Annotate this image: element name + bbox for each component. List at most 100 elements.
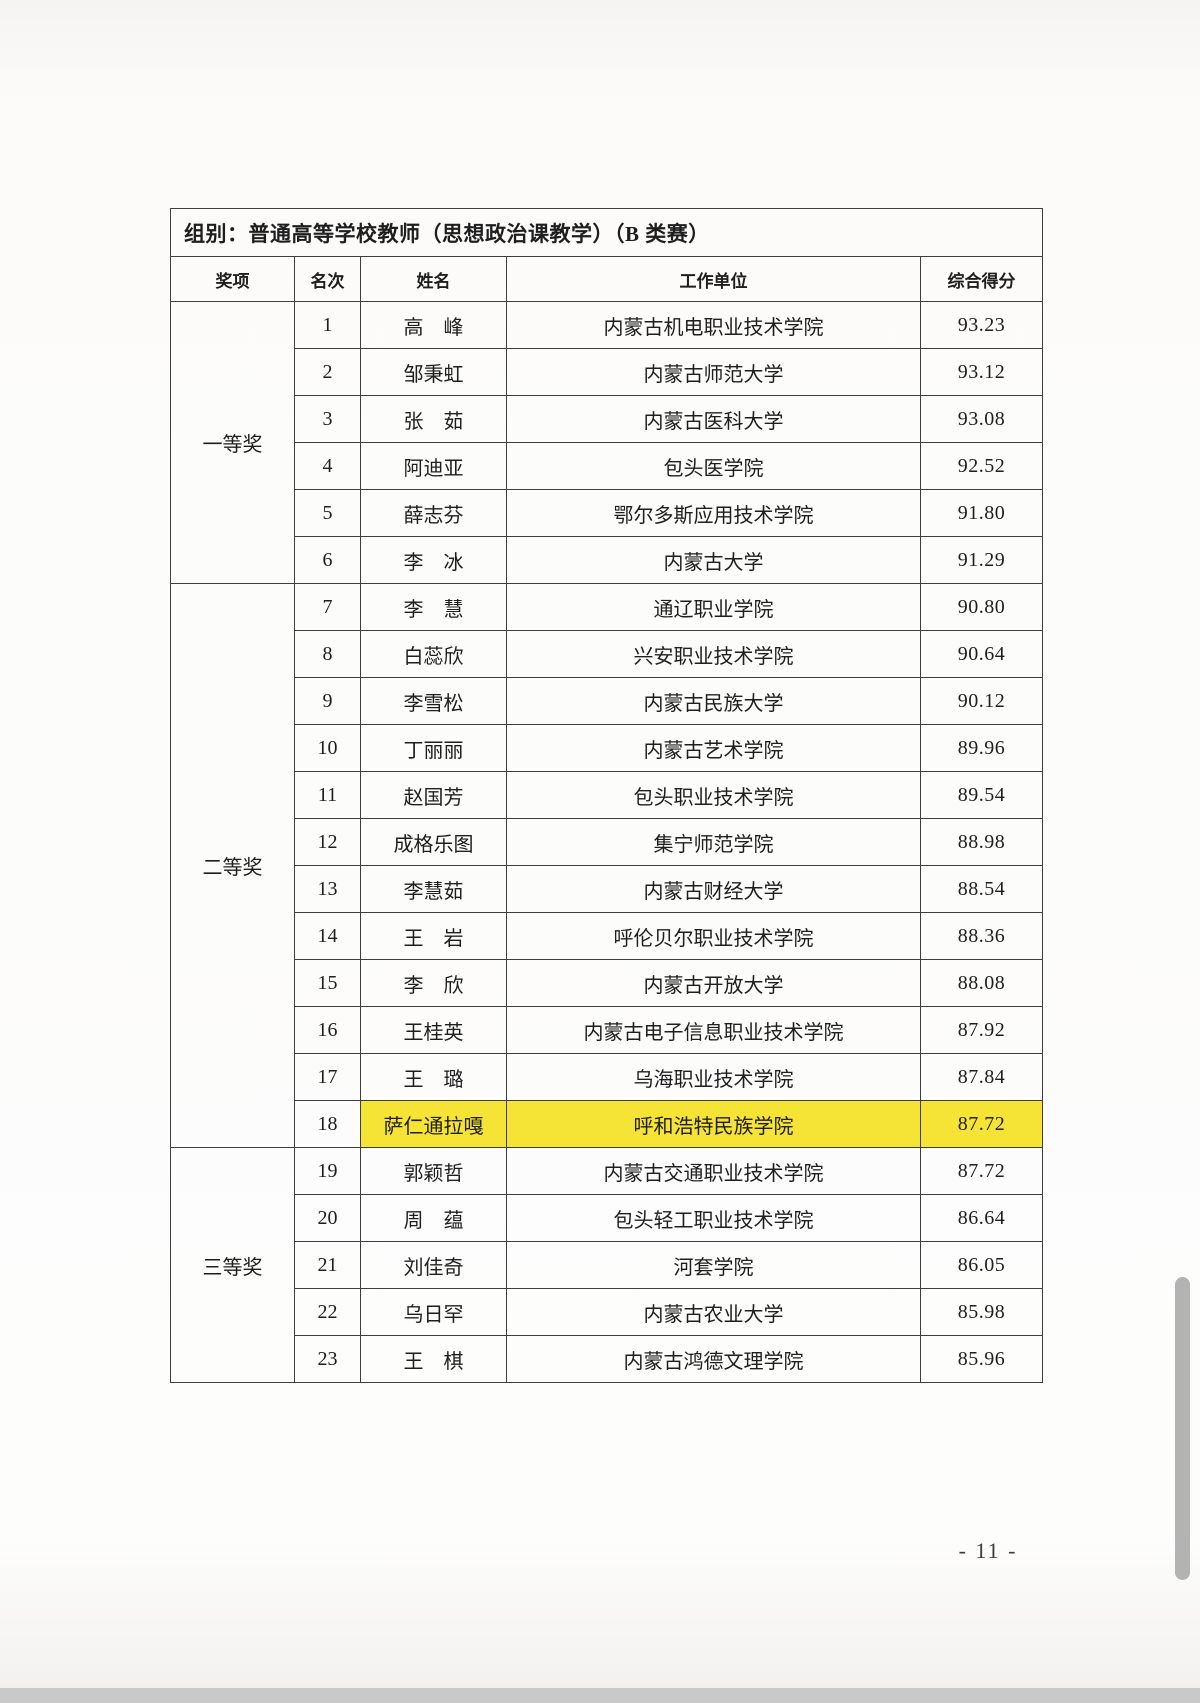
bottom-edge-strip: [0, 1688, 1200, 1703]
unit-value: 内蒙古民族大学: [506, 677, 921, 725]
rank-value: 20: [294, 1194, 361, 1242]
rank-value: 1: [294, 301, 361, 349]
rank-value: 12: [294, 818, 361, 866]
score-value: 86.05: [920, 1241, 1043, 1289]
unit-value: 内蒙古交通职业技术学院: [506, 1147, 921, 1195]
table-title-row: 组别：普通高等学校教师（思想政治课教学）（B 类赛）: [170, 208, 1043, 257]
name-value: 李 慧: [360, 583, 507, 631]
rank-value: 8: [294, 630, 361, 678]
unit-value: 内蒙古医科大学: [506, 395, 921, 443]
table-row: 15 李 欣内蒙古开放大学 88.08: [171, 959, 1043, 1007]
score-value: 85.96: [920, 1335, 1043, 1383]
unit-value: 兴安职业技术学院: [506, 630, 921, 678]
table-row: 5 薛志芬 鄂尔多斯应用技术学院 91.80: [171, 489, 1043, 537]
name-value: 张 茹: [360, 395, 507, 443]
rank-value: 14: [294, 912, 361, 960]
name-value: 李慧茹: [360, 865, 507, 913]
column-header-unit: 工作单位: [506, 256, 921, 302]
score-value: 88.98: [920, 818, 1043, 866]
award-results-table: 组别：普通高等学校教师（思想政治课教学）（B 类赛） 奖项 名次 姓名 工作单位…: [170, 208, 1043, 1383]
unit-value: 通辽职业学院: [506, 583, 921, 631]
name-value: 李 冰: [360, 536, 507, 584]
unit-value: 内蒙古师范大学: [506, 348, 921, 396]
unit-value: 内蒙古农业大学: [506, 1288, 921, 1336]
scrollbar-thumb[interactable]: [1175, 1277, 1190, 1580]
score-value: 87.72: [920, 1147, 1043, 1195]
unit-value: 内蒙古开放大学: [506, 959, 921, 1007]
rank-value: 2: [294, 348, 361, 396]
name-value: 王 璐: [360, 1053, 507, 1101]
rank-value: 13: [294, 865, 361, 913]
table-body: 一等奖 1 高 峰内蒙古机电职业技术学院 93.23 2 邹秉虹 内蒙古师范大学 93.12 3…: [170, 301, 1043, 1383]
score-value: 91.80: [920, 489, 1043, 537]
name-value: 刘佳奇: [360, 1241, 507, 1289]
name-value: 赵国芳: [360, 771, 507, 819]
table-row: 2 邹秉虹 内蒙古师范大学 93.12: [171, 348, 1043, 396]
table-row: 9 李雪松 内蒙古民族大学 90.12: [171, 677, 1043, 725]
table-row: 16 王桂英 内蒙古电子信息职业技术学院 87.92: [171, 1006, 1043, 1054]
table-row: 14 王 岩呼伦贝尔职业技术学院 88.36: [171, 912, 1043, 960]
name-value: 李 欣: [360, 959, 507, 1007]
table-row: 一等奖 1 高 峰内蒙古机电职业技术学院 93.23: [170, 301, 1043, 584]
name-value: 白蕊欣: [360, 630, 507, 678]
rank-value: 23: [294, 1335, 361, 1383]
rank-value: 4: [294, 442, 361, 490]
rank-value: 6: [294, 536, 361, 584]
page-number: - 11 -: [958, 1538, 1018, 1563]
score-value: 90.64: [920, 630, 1043, 678]
rank-value: 3: [294, 395, 361, 443]
name-value: 薛志芬: [360, 489, 507, 537]
rank-value: 16: [294, 1006, 361, 1054]
award-group-label: 三等奖: [170, 1147, 295, 1383]
column-header-name: 姓名: [360, 256, 507, 302]
name-value: 乌日罕: [360, 1288, 507, 1336]
table-row: 17 王 璐乌海职业技术学院 87.84: [171, 1053, 1043, 1101]
unit-value: 包头职业技术学院: [506, 771, 921, 819]
table-row: 21 刘佳奇 河套学院 86.05: [171, 1241, 1043, 1289]
column-header-award: 奖项: [170, 256, 295, 302]
award-group-label: 一等奖: [170, 301, 295, 584]
unit-value: 乌海职业技术学院: [506, 1053, 921, 1101]
unit-value: 内蒙古财经大学: [506, 865, 921, 913]
table-row: 8 白蕊欣 兴安职业技术学院 90.64: [171, 630, 1043, 678]
table-row: 4 阿迪亚 包头医学院 92.52: [171, 442, 1043, 490]
rank-value: 22: [294, 1288, 361, 1336]
rank-value: 21: [294, 1241, 361, 1289]
score-value: 86.64: [920, 1194, 1043, 1242]
unit-value: 包头医学院: [506, 442, 921, 490]
unit-value: 鄂尔多斯应用技术学院: [506, 489, 921, 537]
table-row: 18 萨仁通拉嘎 呼和浩特民族学院 87.72: [171, 1100, 1043, 1148]
table-row: 10 丁丽丽 内蒙古艺术学院 89.96: [171, 724, 1043, 772]
score-value: 90.80: [920, 583, 1043, 631]
unit-value: 呼和浩特民族学院: [506, 1100, 921, 1148]
rank-value: 5: [294, 489, 361, 537]
name-value: 阿迪亚: [360, 442, 507, 490]
name-value: 萨仁通拉嘎: [360, 1100, 507, 1148]
score-value: 89.54: [920, 771, 1043, 819]
name-value: 丁丽丽: [360, 724, 507, 772]
table-row: 11 赵国芳 包头职业技术学院 89.54: [171, 771, 1043, 819]
rank-value: 17: [294, 1053, 361, 1101]
rank-value: 19: [294, 1147, 361, 1195]
rank-value: 11: [294, 771, 361, 819]
name-value: 邹秉虹: [360, 348, 507, 396]
rank-value: 7: [294, 583, 361, 631]
rank-value: 10: [294, 724, 361, 772]
column-header-rank: 名次: [294, 256, 361, 302]
score-value: 92.52: [920, 442, 1043, 490]
score-value: 87.72: [920, 1100, 1043, 1148]
score-value: 89.96: [920, 724, 1043, 772]
score-value: 91.29: [920, 536, 1043, 584]
unit-value: 河套学院: [506, 1241, 921, 1289]
score-value: 88.36: [920, 912, 1043, 960]
name-value: 王 岩: [360, 912, 507, 960]
name-value: 高 峰: [360, 301, 507, 349]
unit-value: 内蒙古机电职业技术学院: [506, 301, 921, 349]
rank-value: 15: [294, 959, 361, 1007]
score-value: 93.12: [920, 348, 1043, 396]
table-row: 22 乌日罕 内蒙古农业大学 85.98: [171, 1288, 1043, 1336]
unit-value: 内蒙古鸿德文理学院: [506, 1335, 921, 1383]
name-value: 王桂英: [360, 1006, 507, 1054]
score-value: 88.08: [920, 959, 1043, 1007]
